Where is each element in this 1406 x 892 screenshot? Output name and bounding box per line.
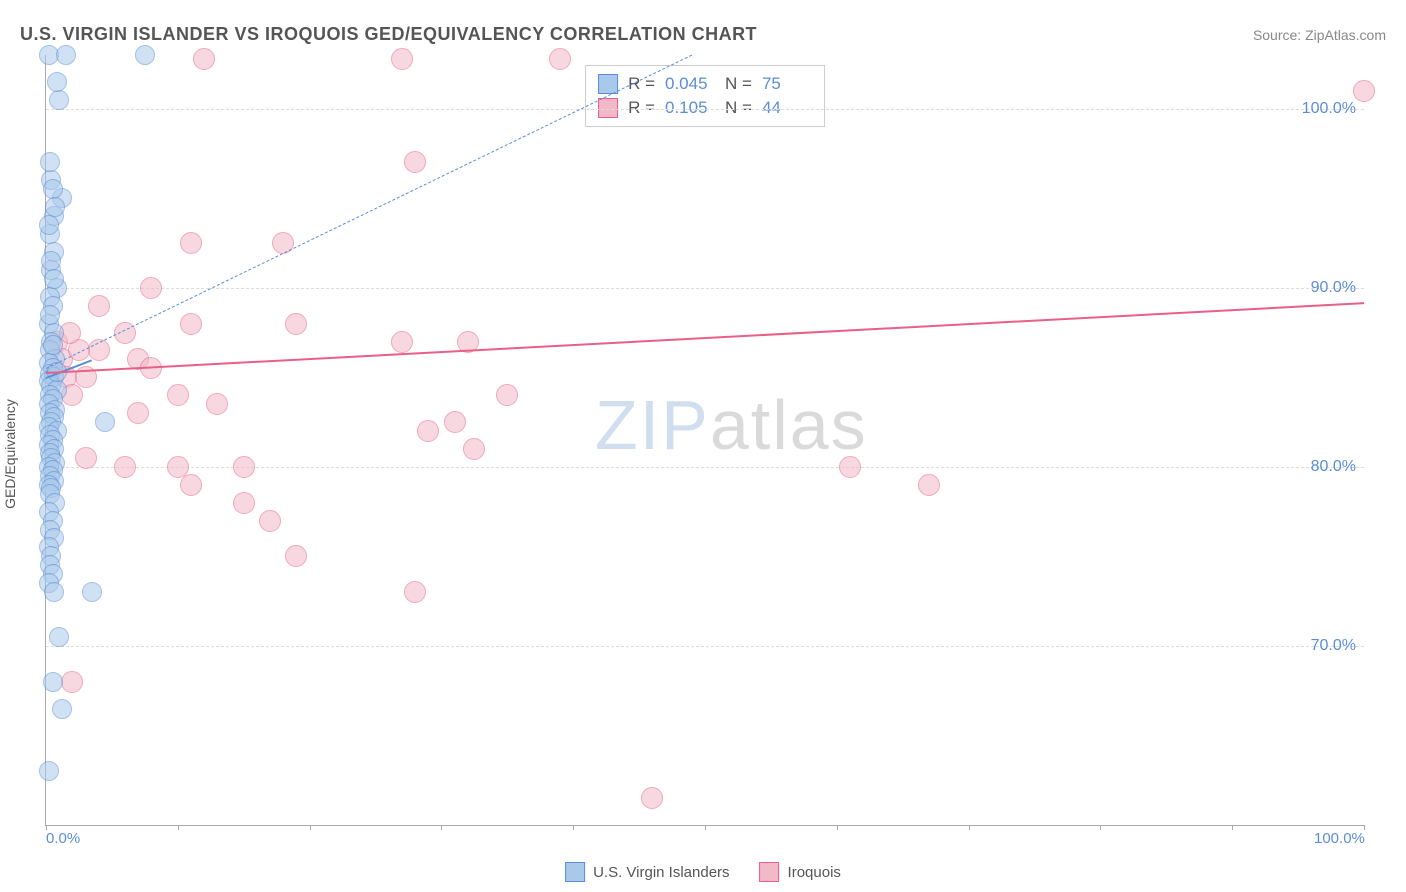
scatter-point-iroquois bbox=[918, 474, 940, 496]
scatter-point-usvi bbox=[44, 582, 64, 602]
x-tick bbox=[573, 825, 574, 830]
scatter-point-iroquois bbox=[75, 447, 97, 469]
scatter-point-iroquois bbox=[114, 456, 136, 478]
scatter-point-usvi bbox=[40, 305, 60, 325]
x-tick bbox=[178, 825, 179, 830]
x-tick bbox=[705, 825, 706, 830]
scatter-point-usvi bbox=[43, 179, 63, 199]
scatter-point-iroquois bbox=[641, 787, 663, 809]
header: U.S. VIRGIN ISLANDER VS IROQUOIS GED/EQU… bbox=[20, 24, 1386, 45]
legend-swatch-usvi bbox=[565, 862, 585, 882]
scatter-point-usvi bbox=[44, 269, 64, 289]
scatter-point-usvi bbox=[95, 412, 115, 432]
scatter-point-iroquois bbox=[88, 295, 110, 317]
stat-N-label: N = bbox=[725, 74, 752, 94]
scatter-point-iroquois bbox=[180, 474, 202, 496]
scatter-point-iroquois bbox=[127, 402, 149, 424]
scatter-point-usvi bbox=[40, 152, 60, 172]
gridline bbox=[46, 646, 1364, 647]
scatter-point-iroquois bbox=[259, 510, 281, 532]
scatter-point-iroquois bbox=[233, 456, 255, 478]
y-tick-label: 90.0% bbox=[1311, 279, 1356, 297]
scatter-point-usvi bbox=[47, 72, 67, 92]
x-tick bbox=[837, 825, 838, 830]
x-tick bbox=[1100, 825, 1101, 830]
legend: U.S. Virgin Islanders Iroquois bbox=[565, 862, 841, 882]
x-tick bbox=[441, 825, 442, 830]
scatter-point-iroquois bbox=[180, 313, 202, 335]
scatter-point-iroquois bbox=[839, 456, 861, 478]
scatter-point-iroquois bbox=[417, 420, 439, 442]
scatter-point-usvi bbox=[49, 90, 69, 110]
stat-N-usvi: 75 bbox=[762, 74, 812, 94]
scatter-point-usvi bbox=[43, 672, 63, 692]
scatter-point-iroquois bbox=[285, 545, 307, 567]
scatter-point-usvi bbox=[39, 761, 59, 781]
scatter-point-usvi bbox=[41, 251, 61, 271]
scatter-point-usvi bbox=[56, 45, 76, 65]
gridline bbox=[46, 288, 1364, 289]
x-tick-label: 0.0% bbox=[46, 830, 80, 847]
scatter-point-usvi bbox=[39, 215, 59, 235]
y-axis-label: GED/Equivalency bbox=[2, 399, 18, 509]
scatter-point-iroquois bbox=[272, 232, 294, 254]
x-tick bbox=[969, 825, 970, 830]
scatter-point-iroquois bbox=[404, 151, 426, 173]
legend-item-usvi: U.S. Virgin Islanders bbox=[565, 862, 729, 882]
trend-iroquois bbox=[46, 302, 1364, 374]
scatter-point-usvi bbox=[49, 627, 69, 647]
stat-R-usvi: 0.045 bbox=[665, 74, 715, 94]
legend-label-iroquois: Iroquois bbox=[788, 864, 841, 881]
plot-area: ZIPatlas R = 0.045 N = 75 R = 0.105 N = … bbox=[45, 55, 1364, 826]
source-attribution: Source: ZipAtlas.com bbox=[1253, 27, 1386, 43]
legend-swatch-iroquois bbox=[760, 862, 780, 882]
scatter-point-iroquois bbox=[496, 384, 518, 406]
scatter-point-usvi bbox=[82, 582, 102, 602]
scatter-point-usvi bbox=[43, 335, 63, 355]
source-name: ZipAtlas.com bbox=[1305, 27, 1386, 43]
scatter-point-iroquois bbox=[180, 232, 202, 254]
watermark-zip: ZIP bbox=[595, 386, 710, 464]
gridline bbox=[46, 109, 1364, 110]
chart-title: U.S. VIRGIN ISLANDER VS IROQUOIS GED/EQU… bbox=[20, 24, 757, 45]
x-tick bbox=[1232, 825, 1233, 830]
scatter-point-iroquois bbox=[391, 331, 413, 353]
y-tick-label: 80.0% bbox=[1311, 458, 1356, 476]
watermark-atlas: atlas bbox=[710, 386, 868, 464]
scatter-point-iroquois bbox=[1353, 80, 1375, 102]
scatter-point-iroquois bbox=[167, 384, 189, 406]
scatter-point-usvi bbox=[135, 45, 155, 65]
legend-label-usvi: U.S. Virgin Islanders bbox=[593, 864, 729, 881]
scatter-point-iroquois bbox=[444, 411, 466, 433]
watermark: ZIPatlas bbox=[595, 385, 868, 465]
scatter-point-iroquois bbox=[193, 48, 215, 70]
scatter-point-usvi bbox=[52, 699, 72, 719]
chart-container: U.S. VIRGIN ISLANDER VS IROQUOIS GED/EQU… bbox=[0, 0, 1406, 892]
scatter-point-iroquois bbox=[140, 277, 162, 299]
scatter-point-iroquois bbox=[61, 671, 83, 693]
dashed-line-usvi bbox=[46, 55, 692, 369]
x-tick bbox=[310, 825, 311, 830]
scatter-point-iroquois bbox=[233, 492, 255, 514]
stats-panel: R = 0.045 N = 75 R = 0.105 N = 44 bbox=[585, 65, 825, 127]
legend-item-iroquois: Iroquois bbox=[760, 862, 841, 882]
y-tick-label: 100.0% bbox=[1302, 100, 1356, 118]
scatter-point-iroquois bbox=[549, 48, 571, 70]
scatter-point-iroquois bbox=[206, 393, 228, 415]
source-prefix: Source: bbox=[1253, 27, 1305, 43]
scatter-point-iroquois bbox=[404, 581, 426, 603]
x-tick-label: 100.0% bbox=[1314, 830, 1365, 847]
scatter-point-iroquois bbox=[391, 48, 413, 70]
y-tick-label: 70.0% bbox=[1311, 637, 1356, 655]
scatter-point-iroquois bbox=[285, 313, 307, 335]
scatter-point-iroquois bbox=[463, 438, 485, 460]
